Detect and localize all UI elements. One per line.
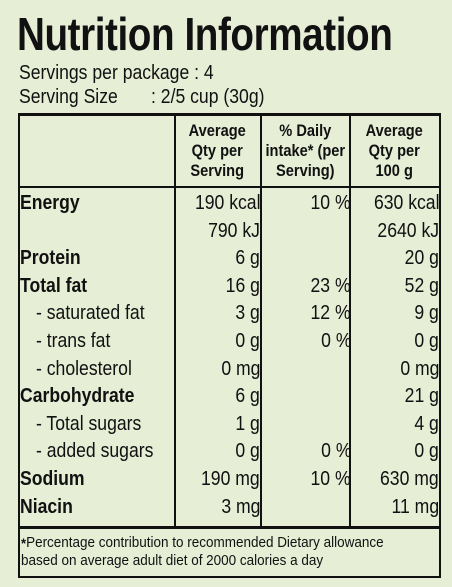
- per-100g-value: 4 g: [414, 412, 439, 435]
- header-line: % Daily: [278, 121, 332, 140]
- table-row: Energy 190 kcal 10 % 630 kcal: [18, 190, 441, 218]
- nutrient-name: Carbohydrate: [20, 385, 135, 408]
- per-100g-value: 21 g: [404, 385, 439, 408]
- per-100g-value: 11 mg: [391, 495, 439, 518]
- per-100g-value: 630 kcal: [373, 192, 439, 214]
- page-title: Nutrition Information: [17, 8, 393, 60]
- header-line: Qty per: [368, 141, 421, 160]
- per-100g-value: 2640 kJ: [377, 219, 439, 242]
- border-left: [18, 113, 20, 578]
- per-serving-value: 6 g: [235, 247, 260, 270]
- divider-col1: [174, 113, 176, 527]
- table-row: Protein 6 g 20 g: [18, 245, 441, 273]
- daily-intake-value: 0 %: [320, 440, 351, 463]
- rule-top: [18, 113, 441, 116]
- servings-per-package: Servings per package : 4: [19, 62, 214, 84]
- per-serving-value: 0 g: [235, 329, 260, 352]
- divider-col2: [260, 113, 262, 527]
- table-row: Total fat 16 g 23 % 52 g: [18, 273, 441, 301]
- table-row: - Total sugars 1 g 4 g: [18, 411, 441, 439]
- per-serving-value: 0 g: [235, 440, 260, 463]
- nutrient-name: - cholesterol: [36, 357, 132, 380]
- per-100g-value: 9 g: [414, 302, 439, 325]
- nutrient-name: - saturated fat: [36, 302, 145, 325]
- daily-intake-value: 0 %: [320, 329, 351, 352]
- rule-bottom: [18, 526, 441, 529]
- table-row: - cholesterol 0 mg 0 mg: [18, 356, 441, 384]
- table-row: Sodium 190 mg 10 % 630 mg: [18, 466, 441, 494]
- table-row: 790 kJ 2640 kJ: [18, 218, 441, 246]
- nutrient-name: Total fat: [20, 274, 88, 297]
- daily-intake-value: 12 %: [310, 302, 351, 325]
- footnote: *Percentage contribution to recommended …: [21, 534, 408, 570]
- nutrient-name: - added sugars: [36, 440, 154, 463]
- rule-header: [18, 186, 441, 188]
- per-100g-value: 52 g: [404, 274, 439, 297]
- serving-size: Serving Size : 2/5 cup (30g): [19, 86, 264, 108]
- footnote-line-2: based on average adult diet of 2000 calo…: [21, 553, 324, 569]
- per-serving-value: 790 kJ: [208, 219, 260, 242]
- per-serving-value: 16 g: [225, 274, 260, 297]
- nutrient-name: - Total sugars: [36, 412, 142, 435]
- table-row: Carbohydrate 6 g 21 g: [18, 383, 441, 411]
- per-serving-value: 190 kcal: [194, 192, 260, 214]
- header-line: Serving): [275, 161, 335, 180]
- serving-size-label: Serving Size: [19, 86, 118, 108]
- nutrient-name: Energy: [20, 192, 80, 214]
- table-row: - added sugars 0 g 0 % 0 g: [18, 438, 441, 466]
- per-serving-value: 190 mg: [201, 467, 260, 490]
- border-right: [439, 113, 441, 578]
- nutrient-name: Protein: [20, 247, 81, 270]
- header-line: Average: [188, 121, 247, 140]
- per-100g-value: 0 g: [414, 440, 439, 463]
- rule-end: [18, 576, 441, 578]
- daily-intake-value: 10 %: [310, 192, 351, 214]
- per-serving-value: 3 g: [235, 302, 260, 325]
- nutrient-name: Sodium: [20, 467, 85, 490]
- header-line: intake* (per: [265, 141, 345, 160]
- serving-size-value: : 2/5 cup (30g): [151, 86, 265, 108]
- per-100g-value: 630 mg: [380, 467, 439, 490]
- per-100g-value: 0 g: [414, 329, 439, 352]
- nutrient-name: Niacin: [20, 495, 73, 518]
- header-per-serving: Average Qty per Serving: [175, 118, 260, 184]
- table-row: Niacin 3 mg 11 mg: [18, 494, 441, 522]
- divider-col3: [349, 113, 351, 527]
- daily-intake-value: 10 %: [310, 467, 351, 490]
- nutrition-panel: Nutrition Information Servings per packa…: [11, 6, 441, 579]
- per-serving-value: 6 g: [235, 385, 260, 408]
- table-row: - saturated fat 3 g 12 % 9 g: [18, 300, 441, 328]
- per-100g-value: 20 g: [404, 247, 439, 270]
- header-per-100g: Average Qty per 100 g: [350, 118, 439, 184]
- header-line: Serving: [190, 161, 245, 180]
- per-serving-value: 1 g: [235, 412, 260, 435]
- footnote-line-1: Percentage contribution to recommended D…: [26, 535, 384, 551]
- nutrient-name: - trans fat: [36, 329, 111, 352]
- per-serving-value: 3 mg: [220, 495, 260, 518]
- header-line: Average: [365, 121, 424, 140]
- nutrient-table: Energy 190 kcal 10 % 630 kcal 790 kJ 2640 kJ P…: [18, 190, 441, 521]
- table-row: - trans fat 0 g 0 % 0 g: [18, 328, 441, 356]
- per-serving-value: 0 mg: [220, 357, 260, 380]
- header-line: 100 g: [375, 161, 414, 180]
- footnote-mark: *: [21, 535, 27, 551]
- per-100g-value: 0 mg: [399, 357, 439, 380]
- header-daily-intake: % Daily intake* (per Serving): [261, 118, 349, 184]
- header-line: Qty per: [191, 141, 244, 160]
- daily-intake-value: 23 %: [310, 274, 351, 297]
